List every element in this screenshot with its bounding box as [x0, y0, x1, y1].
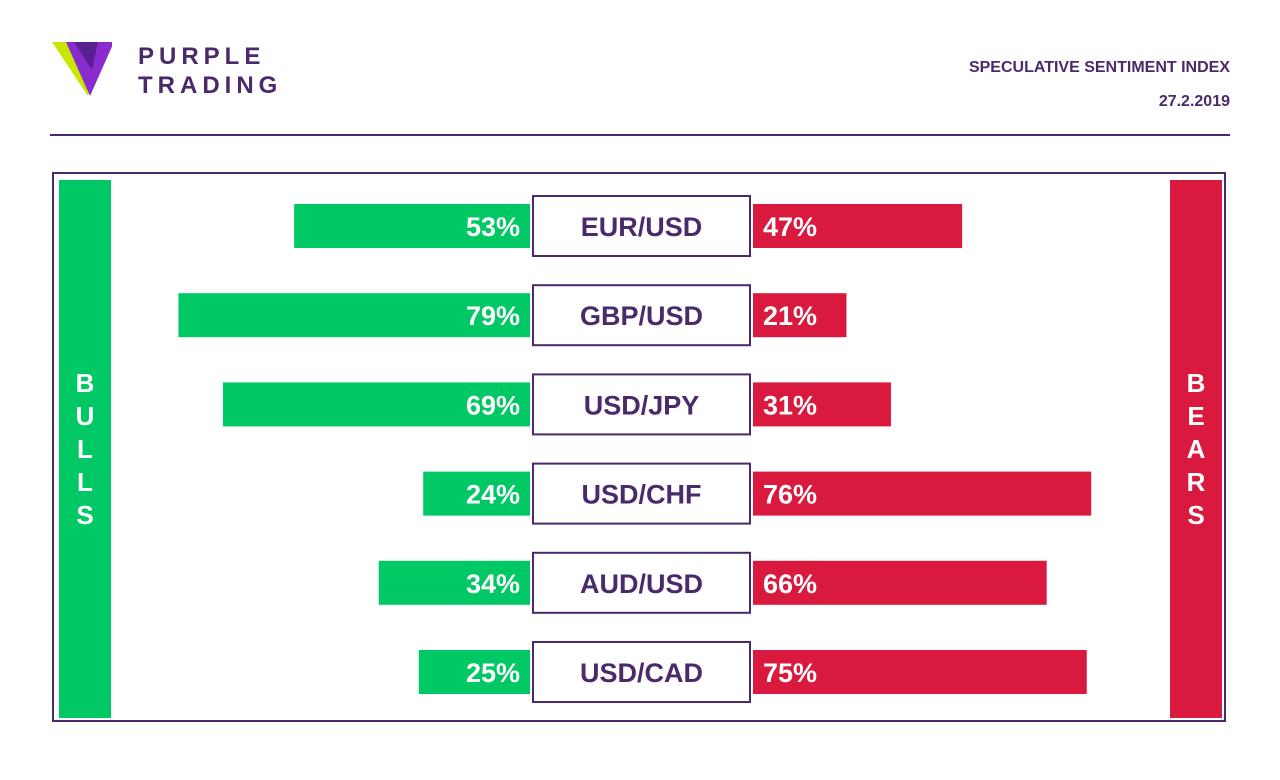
report-date: 27.2.2019 — [1158, 93, 1230, 110]
bulls-value-label: 53% — [466, 212, 520, 242]
pair-box — [532, 641, 751, 703]
pair-label: GBP/USD — [580, 301, 703, 331]
pair-box — [532, 373, 751, 436]
pair-box — [532, 551, 751, 614]
bulls-value-label: 25% — [466, 658, 520, 688]
bulls-value-label: 34% — [466, 569, 520, 599]
bulls-label-letter: L — [77, 466, 93, 497]
bears-label-letter: S — [1187, 499, 1205, 530]
bears-bar — [753, 560, 1047, 605]
bulls-label-letter: S — [76, 499, 94, 530]
bears-value-label: 31% — [763, 390, 817, 420]
bears-label-letter: R — [1186, 466, 1206, 497]
pair-box — [532, 195, 751, 257]
bulls-value-label: 24% — [466, 480, 520, 510]
pair-label: AUD/USD — [580, 569, 703, 599]
bulls-bar — [294, 204, 530, 248]
bulls-value-label: 69% — [466, 390, 520, 420]
brand-line-2: TRADING — [138, 72, 283, 99]
pair-label: EUR/USD — [581, 212, 703, 242]
pair-label: USD/JPY — [584, 390, 700, 420]
bulls-bar — [222, 382, 530, 427]
pair-box — [532, 284, 751, 347]
bulls-label-letter: U — [75, 400, 95, 431]
bears-value-label: 66% — [763, 569, 817, 599]
bears-label-letter: A — [1186, 433, 1206, 464]
header: SPECULATIVE SENTIMENT INDEX 27.2.2019 — [969, 58, 1230, 112]
brand-logo: PURPLE TRADING — [52, 38, 312, 102]
bulls-bar — [378, 560, 530, 605]
pair-label: USD/CHF — [582, 480, 702, 510]
bears-value-label: 75% — [763, 658, 817, 688]
bears-bar — [753, 471, 1092, 516]
bulls-bar — [423, 471, 530, 516]
bears-value-label: 47% — [763, 212, 817, 242]
pair-box — [532, 462, 751, 525]
bears-label-letter: B — [1186, 367, 1206, 398]
bulls-value-label: 79% — [466, 301, 520, 331]
brand-line-1: PURPLE — [138, 43, 266, 70]
purple-trading-logo-icon — [52, 42, 112, 96]
bears-value-label: 76% — [763, 480, 817, 510]
bulls-label-letter: L — [77, 433, 93, 464]
page-title: SPECULATIVE SENTIMENT INDEX — [968, 59, 1230, 76]
chart-frame — [52, 172, 1226, 722]
bears-label-letter: E — [1187, 400, 1205, 431]
bears-bar — [753, 650, 1087, 694]
header-divider — [50, 134, 1230, 136]
bears-bar — [753, 382, 891, 427]
pair-label: USD/CAD — [580, 658, 703, 688]
brand-wordmark: PURPLE TRADING — [138, 42, 282, 100]
bears-bar — [753, 204, 963, 248]
bulls-label-letter: B — [75, 367, 95, 398]
bears-bar — [753, 293, 847, 338]
bulls-bar — [178, 293, 530, 338]
bulls-bar — [418, 650, 530, 694]
bears-value-label: 21% — [763, 301, 817, 331]
